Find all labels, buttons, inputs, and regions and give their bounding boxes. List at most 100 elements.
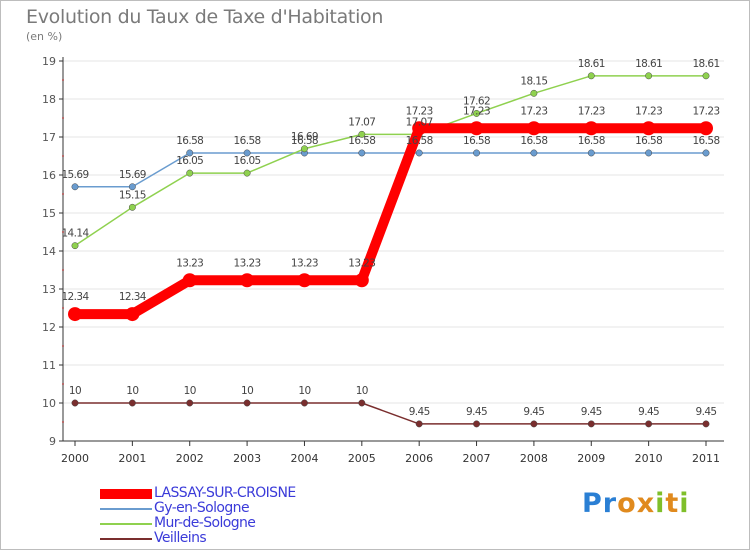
data-label-veilleins-2004: 10 xyxy=(298,385,310,397)
logo-letter: i xyxy=(655,488,666,519)
series-line-mur-de-sologne xyxy=(74,75,707,247)
point-mur-de-sologne-2008 xyxy=(530,89,538,97)
point-gy-en-sologne-2000 xyxy=(71,183,79,191)
data-label-gy-en-sologne-2005: 16.58 xyxy=(348,135,375,147)
legend-swatch xyxy=(100,538,152,540)
series-line-lassay-sur-croisne xyxy=(70,123,711,320)
data-label-gy-en-sologne-2003: 16.58 xyxy=(234,135,261,147)
data-label-lassay-sur-croisne-2008: 17.23 xyxy=(520,105,547,117)
series-line-gy-en-sologne xyxy=(74,152,707,188)
point-lassay-sur-croisne-2002 xyxy=(182,273,197,288)
logo-letter: i xyxy=(679,488,690,519)
data-label-lassay-sur-croisne-2005: 13.23 xyxy=(348,257,375,269)
point-gy-en-sologne-2007 xyxy=(473,149,480,157)
point-mur-de-sologne-2007 xyxy=(473,109,480,117)
data-label-mur-de-sologne-2008: 18.15 xyxy=(520,75,547,87)
y-tick-label-14: 14 xyxy=(42,245,56,258)
data-label-veilleins-2006: 9.45 xyxy=(409,406,430,418)
point-mur-de-sologne-2004 xyxy=(301,145,308,153)
y-tick-label-19: 19 xyxy=(42,55,56,68)
y-tick-label-10: 10 xyxy=(42,397,56,410)
point-gy-en-sologne-2011 xyxy=(702,149,710,157)
data-label-veilleins-2011: 9.45 xyxy=(696,406,717,418)
point-gy-en-sologne-2009 xyxy=(587,149,595,157)
data-label-gy-en-sologne-2007: 16.58 xyxy=(463,135,490,147)
data-label-lassay-sur-croisne-2004: 13.23 xyxy=(291,257,318,269)
point-lassay-sur-croisne-2008 xyxy=(526,121,541,136)
legend-label: Veilleins xyxy=(154,530,207,546)
data-label-mur-de-sologne-2007: 17.62 xyxy=(463,95,490,107)
x-tick-label-2005: 2005 xyxy=(348,452,376,465)
point-mur-de-sologne-2009 xyxy=(587,72,595,80)
legend-label: Mur-de-Sologne xyxy=(154,515,256,531)
legend-swatch xyxy=(100,508,152,510)
data-label-mur-de-sologne-2000: 14.14 xyxy=(61,228,89,240)
data-label-mur-de-sologne-2011: 18.61 xyxy=(692,58,719,70)
data-label-mur-de-sologne-2001: 15.15 xyxy=(119,189,146,201)
legend-label: Gy-en-Sologne xyxy=(154,500,250,516)
point-lassay-sur-croisne-2004 xyxy=(297,273,312,288)
point-gy-en-sologne-2008 xyxy=(530,149,538,157)
y-tick-label-13: 13 xyxy=(42,283,56,296)
data-label-lassay-sur-croisne-2003: 13.23 xyxy=(234,257,261,269)
data-label-veilleins-2007: 9.45 xyxy=(466,406,487,418)
y-tick-label-12: 12 xyxy=(42,321,56,334)
point-lassay-sur-croisne-2006 xyxy=(412,121,427,136)
point-lassay-sur-croisne-2009 xyxy=(584,121,599,136)
y-tick-label-17: 17 xyxy=(42,131,56,144)
point-lassay-sur-croisne-2001 xyxy=(125,307,140,322)
data-label-veilleins-2001: 10 xyxy=(126,385,138,397)
data-label-mur-de-sologne-2005: 17.07 xyxy=(348,116,375,128)
x-tick-label-2000: 2000 xyxy=(61,452,89,465)
point-veilleins-2006 xyxy=(415,420,423,428)
data-label-mur-de-sologne-2006: 17.07 xyxy=(406,116,433,128)
logo-letter: r xyxy=(602,488,618,519)
data-label-gy-en-sologne-2006: 16.58 xyxy=(406,135,433,147)
x-tick-label-2003: 2003 xyxy=(233,452,261,465)
data-label-veilleins-2008: 9.45 xyxy=(523,406,544,418)
y-axis-unit: (en %) xyxy=(26,30,63,43)
data-label-gy-en-sologne-2000: 15.69 xyxy=(61,169,88,181)
data-label-gy-en-sologne-2008: 16.58 xyxy=(520,135,547,147)
point-mur-de-sologne-2005 xyxy=(358,130,366,138)
logo-letter: P xyxy=(582,488,603,519)
point-gy-en-sologne-2006 xyxy=(415,149,423,157)
x-tick-label-2009: 2009 xyxy=(577,452,605,465)
x-tick-label-2006: 2006 xyxy=(405,452,433,465)
logo-letter: o xyxy=(617,488,637,519)
data-label-lassay-sur-croisne-2000: 12.34 xyxy=(61,291,89,303)
logo-letter: x xyxy=(636,488,656,519)
x-tick-label-2007: 2007 xyxy=(463,452,491,465)
data-label-lassay-sur-croisne-2007: 17.23 xyxy=(463,105,490,117)
point-veilleins-2005 xyxy=(358,399,366,407)
data-label-mur-de-sologne-2009: 18.61 xyxy=(578,58,605,70)
y-tick-label-15: 15 xyxy=(42,207,56,220)
x-tick-label-2002: 2002 xyxy=(176,452,204,465)
data-label-gy-en-sologne-2001: 15.69 xyxy=(119,169,146,181)
x-tick-label-2004: 2004 xyxy=(290,452,318,465)
data-label-veilleins-2002: 10 xyxy=(184,385,196,397)
data-label-lassay-sur-croisne-2009: 17.23 xyxy=(578,105,605,117)
point-gy-en-sologne-2005 xyxy=(358,149,366,157)
point-mur-de-sologne-2011 xyxy=(702,72,710,80)
point-lassay-sur-croisne-2000 xyxy=(68,307,82,322)
data-label-gy-en-sologne-2002: 16.58 xyxy=(176,135,203,147)
point-lassay-sur-croisne-2010 xyxy=(641,121,656,136)
data-label-veilleins-2009: 9.45 xyxy=(581,406,602,418)
point-mur-de-sologne-2003 xyxy=(243,169,251,177)
point-mur-de-sologne-2000 xyxy=(71,242,79,250)
point-mur-de-sologne-2010 xyxy=(645,72,653,80)
point-gy-en-sologne-2002 xyxy=(186,149,194,157)
chart-title: Evolution du Taux de Taxe d'Habitation xyxy=(26,6,384,28)
series-line-veilleins xyxy=(74,402,707,425)
point-veilleins-2003 xyxy=(243,399,251,407)
point-veilleins-2000 xyxy=(71,399,79,407)
logo-letter: t xyxy=(665,488,680,519)
x-tick-label-2008: 2008 xyxy=(520,452,548,465)
data-label-gy-en-sologne-2010: 16.58 xyxy=(635,135,662,147)
proxiti-logo: Proxiti xyxy=(582,488,690,519)
point-veilleins-2010 xyxy=(645,420,653,428)
data-label-veilleins-2005: 10 xyxy=(356,385,368,397)
data-label-veilleins-2003: 10 xyxy=(241,385,253,397)
